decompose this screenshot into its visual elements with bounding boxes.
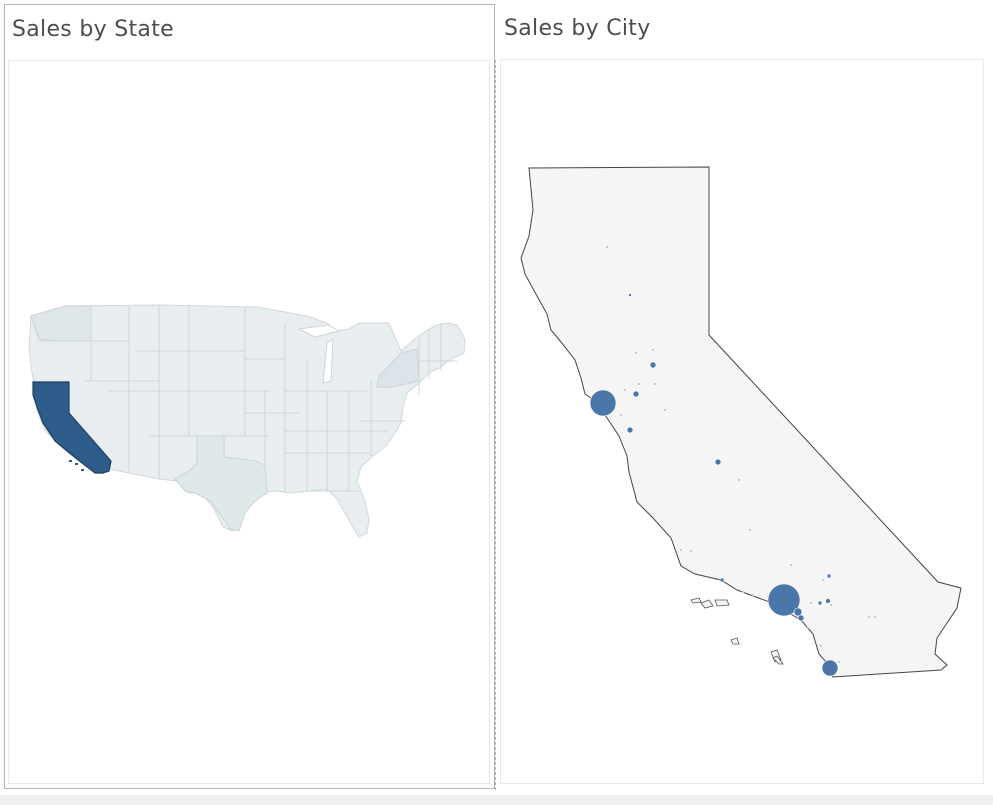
city-dot-fresno <box>714 458 722 466</box>
city-dot-redding <box>628 293 632 297</box>
city-dot-anaheim <box>797 614 805 622</box>
dashboard-divider <box>495 60 496 790</box>
sales-by-state-title: Sales by State <box>12 17 174 42</box>
state-texas[interactable] <box>174 435 268 532</box>
city-dot-san-jose <box>626 426 634 434</box>
us-state-map[interactable] <box>8 60 490 784</box>
sales-by-state-sheet: Sales by State <box>4 4 495 789</box>
city-dot-sacramento <box>649 361 657 369</box>
dashboard-footer-strip <box>0 795 993 805</box>
city-dot-oakland <box>632 390 640 398</box>
city-dot-san-francisco <box>589 389 617 417</box>
ca-islands <box>690 597 784 665</box>
lake-michigan <box>322 338 334 384</box>
sales-by-city-sheet: Sales by City <box>498 4 988 789</box>
city-dot-los-angeles <box>767 583 801 617</box>
city-dot-san-diego <box>821 659 839 677</box>
us-map-svg[interactable] <box>9 61 489 783</box>
channel-islands <box>69 460 84 471</box>
lake-superior <box>297 324 341 338</box>
california-shape <box>520 166 962 678</box>
city-dots[interactable] <box>589 245 877 677</box>
city-dot-bakersfield <box>748 528 752 532</box>
us-country-shape <box>28 304 466 538</box>
state-california[interactable] <box>32 381 112 474</box>
ca-map-svg[interactable] <box>501 60 983 783</box>
sales-by-city-title: Sales by City <box>504 16 651 41</box>
city-dot-santa-barbara <box>719 577 725 583</box>
city-dot-long-beach <box>793 607 803 617</box>
state-borders <box>37 306 457 492</box>
california-city-map[interactable] <box>500 59 984 784</box>
state-washington[interactable] <box>30 305 92 342</box>
city-dot-riverside <box>825 598 831 604</box>
city-dot-eureka <box>605 245 609 249</box>
